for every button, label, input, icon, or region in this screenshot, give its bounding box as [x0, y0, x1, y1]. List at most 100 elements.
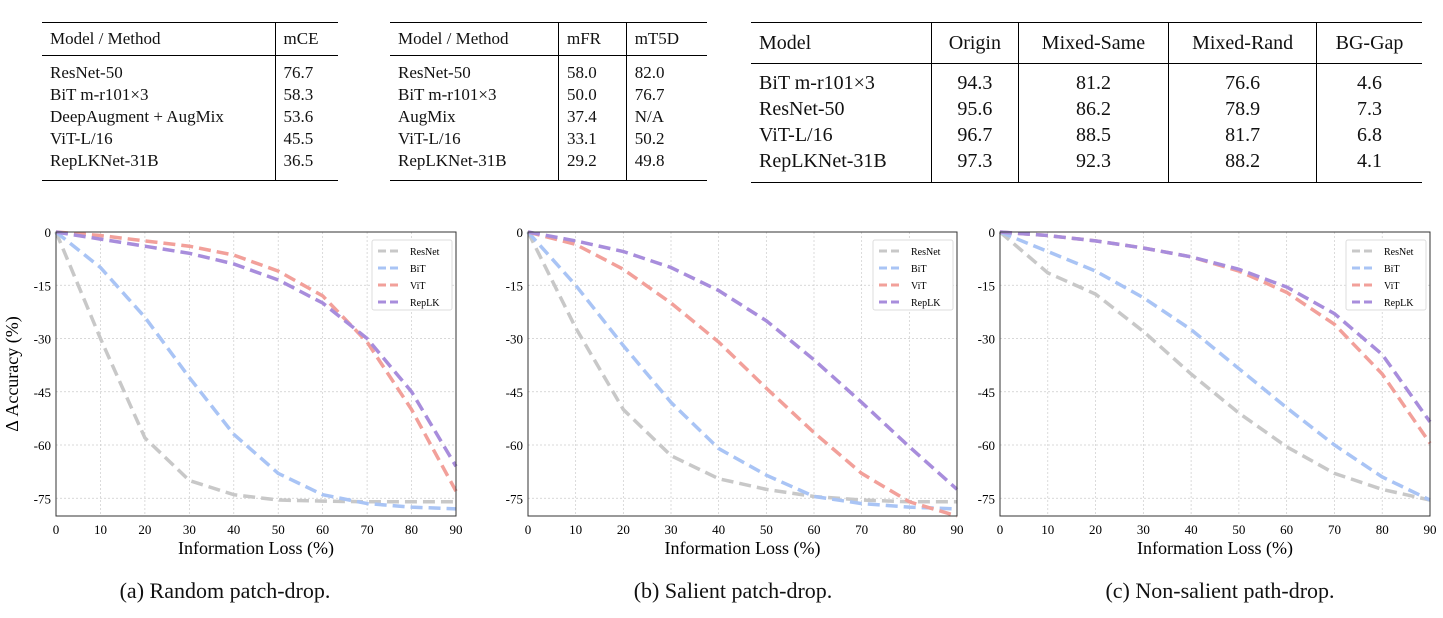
y-tick-label: -45 — [34, 385, 51, 400]
table-row: DeepAugment + AugMix 53.6 — [42, 106, 338, 128]
x-tick-label: 40 — [1185, 522, 1198, 537]
bg-gap-table: Model Origin Mixed-Same Mixed-Rand BG-Gap Bi… — [751, 22, 1422, 183]
plot-frame — [999, 231, 1431, 517]
x-tick-label: 0 — [525, 522, 532, 537]
col-header: mFR — [558, 22, 627, 56]
y-tick-label: -15 — [506, 278, 523, 293]
y-tick-label: 0 — [517, 225, 524, 240]
cell: 36.5 — [274, 150, 338, 181]
y-tick-label: -75 — [506, 491, 523, 506]
y-tick-label: -75 — [34, 491, 51, 506]
x-axis-label: Information Loss (%) — [665, 538, 821, 559]
x-axis-label: Information Loss (%) — [178, 538, 334, 559]
y-axis-label: Δ Accuracy (%) — [2, 316, 23, 432]
y-tick-label: -75 — [978, 491, 995, 506]
cell: 37.4 — [558, 106, 627, 128]
cell: 88.2 — [1168, 148, 1317, 183]
x-tick-label: 40 — [227, 522, 240, 537]
x-tick-label: 70 — [361, 522, 374, 537]
chart-0: 0 10 20 30 40 50 60 70 80 90 0 -15 -30 -45 -60 -75 ResNe… — [2, 225, 463, 559]
y-tick-label: -60 — [506, 438, 523, 453]
x-tick-label: 0 — [53, 522, 60, 537]
col-header: BG-Gap — [1316, 22, 1422, 64]
x-tick-label: 60 — [808, 522, 821, 537]
col-header: mCE — [274, 22, 338, 56]
table-row: ResNet-50 76.7 — [42, 55, 338, 84]
x-tick-label: 20 — [1089, 522, 1102, 537]
cell: 49.8 — [625, 150, 707, 181]
y-tick-label: -45 — [506, 385, 523, 400]
series-line-resnet — [54, 231, 456, 504]
series-line-replk — [527, 230, 959, 491]
cell: 76.6 — [1168, 63, 1317, 96]
cell: 29.2 — [558, 150, 627, 181]
cell: DeepAugment + AugMix — [50, 107, 224, 126]
caption-c: (c) Non-salient path-drop. — [1105, 578, 1335, 603]
series-line-replk — [999, 230, 1432, 423]
table-row: BiT m-r101×3 94.3 81.2 76.6 4.6 — [751, 63, 1422, 96]
caption-b: (b) Salient patch-drop. — [633, 578, 833, 603]
cell: 4.6 — [1316, 63, 1422, 96]
cell: 81.2 — [1017, 63, 1169, 96]
x-tick-label: 90 — [450, 522, 463, 537]
cell: 78.9 — [1168, 96, 1317, 122]
cell: 88.5 — [1017, 122, 1169, 148]
x-tick-label: 20 — [138, 522, 151, 537]
series-line-vit — [527, 230, 958, 518]
x-tick-label: 70 — [855, 522, 868, 537]
cell: 92.3 — [1017, 148, 1169, 183]
cell: ViT-L/16 — [759, 123, 833, 146]
cell: 96.7 — [931, 122, 1019, 148]
legend — [1345, 239, 1427, 311]
legend — [371, 239, 453, 311]
cell: 82.0 — [625, 55, 707, 84]
x-tick-label: 80 — [405, 522, 418, 537]
cell: ViT-L/16 — [50, 129, 113, 148]
table-row: AugMix 37.4 N/A — [390, 106, 707, 128]
series-line-replk — [55, 230, 458, 468]
series-line-vit — [55, 230, 458, 492]
chart-2: 0 10 20 30 40 50 60 70 80 90 0 -15 -30 -45 -60 -75 ResNe… — [978, 225, 1437, 559]
table-row: RepLKNet-31B 97.3 92.3 88.2 4.1 — [751, 148, 1422, 183]
cell: BiT m-r101×3 — [50, 85, 149, 104]
cell: 6.8 — [1316, 122, 1422, 148]
y-tick-label: -15 — [978, 278, 995, 293]
x-tick-label: 10 — [1041, 522, 1054, 537]
x-tick-label: 0 — [997, 522, 1004, 537]
x-tick-label: 20 — [617, 522, 630, 537]
cell: 50.0 — [558, 84, 627, 106]
chart-1: 0 10 20 30 40 50 60 70 80 90 0 -15 -30 -45 -60 -75 ResNe… — [506, 225, 964, 559]
cell: 76.7 — [274, 55, 338, 84]
y-tick-label: -30 — [978, 332, 995, 347]
mfr-table: Model / Method mFR mT5D ResNet-50 58.0 82.0 … — [390, 22, 707, 181]
x-tick-label: 30 — [183, 522, 196, 537]
x-tick-label: 10 — [569, 522, 582, 537]
legend-label: ViT — [410, 281, 426, 292]
table-row: ResNet-50 58.0 82.0 — [390, 55, 707, 84]
legend-label: RepLK — [410, 298, 440, 309]
plot-frame — [527, 231, 958, 517]
x-tick-label: 80 — [903, 522, 916, 537]
cell: 33.1 — [558, 128, 627, 150]
col-header: Mixed-Rand — [1168, 22, 1317, 64]
x-axis-label: Information Loss (%) — [1137, 538, 1293, 559]
legend-label: RepLK — [911, 298, 941, 309]
x-tick-label: 30 — [665, 522, 678, 537]
mce-table: Model / Method mCE ResNet-50 76.7 BiT m-r1… — [42, 22, 338, 181]
series-line-bit — [999, 230, 1431, 502]
series-line-resnet — [526, 231, 957, 504]
cell: 45.5 — [274, 128, 338, 150]
legend-label: RepLK — [1384, 298, 1414, 309]
cell: 86.2 — [1017, 96, 1169, 122]
cell: 50.2 — [625, 128, 707, 150]
legend-label: BiT — [911, 264, 927, 275]
cell: ViT-L/16 — [398, 129, 461, 148]
cell: RepLKNet-31B — [759, 149, 887, 172]
cell: 81.7 — [1168, 122, 1317, 148]
cell: ResNet-50 — [50, 63, 123, 82]
table-row: ResNet-50 95.6 86.2 78.9 7.3 — [751, 96, 1422, 122]
col-header: Origin — [931, 22, 1019, 64]
x-tick-label: 90 — [951, 522, 964, 537]
caption-a: (a) Random patch-drop. — [119, 578, 331, 603]
